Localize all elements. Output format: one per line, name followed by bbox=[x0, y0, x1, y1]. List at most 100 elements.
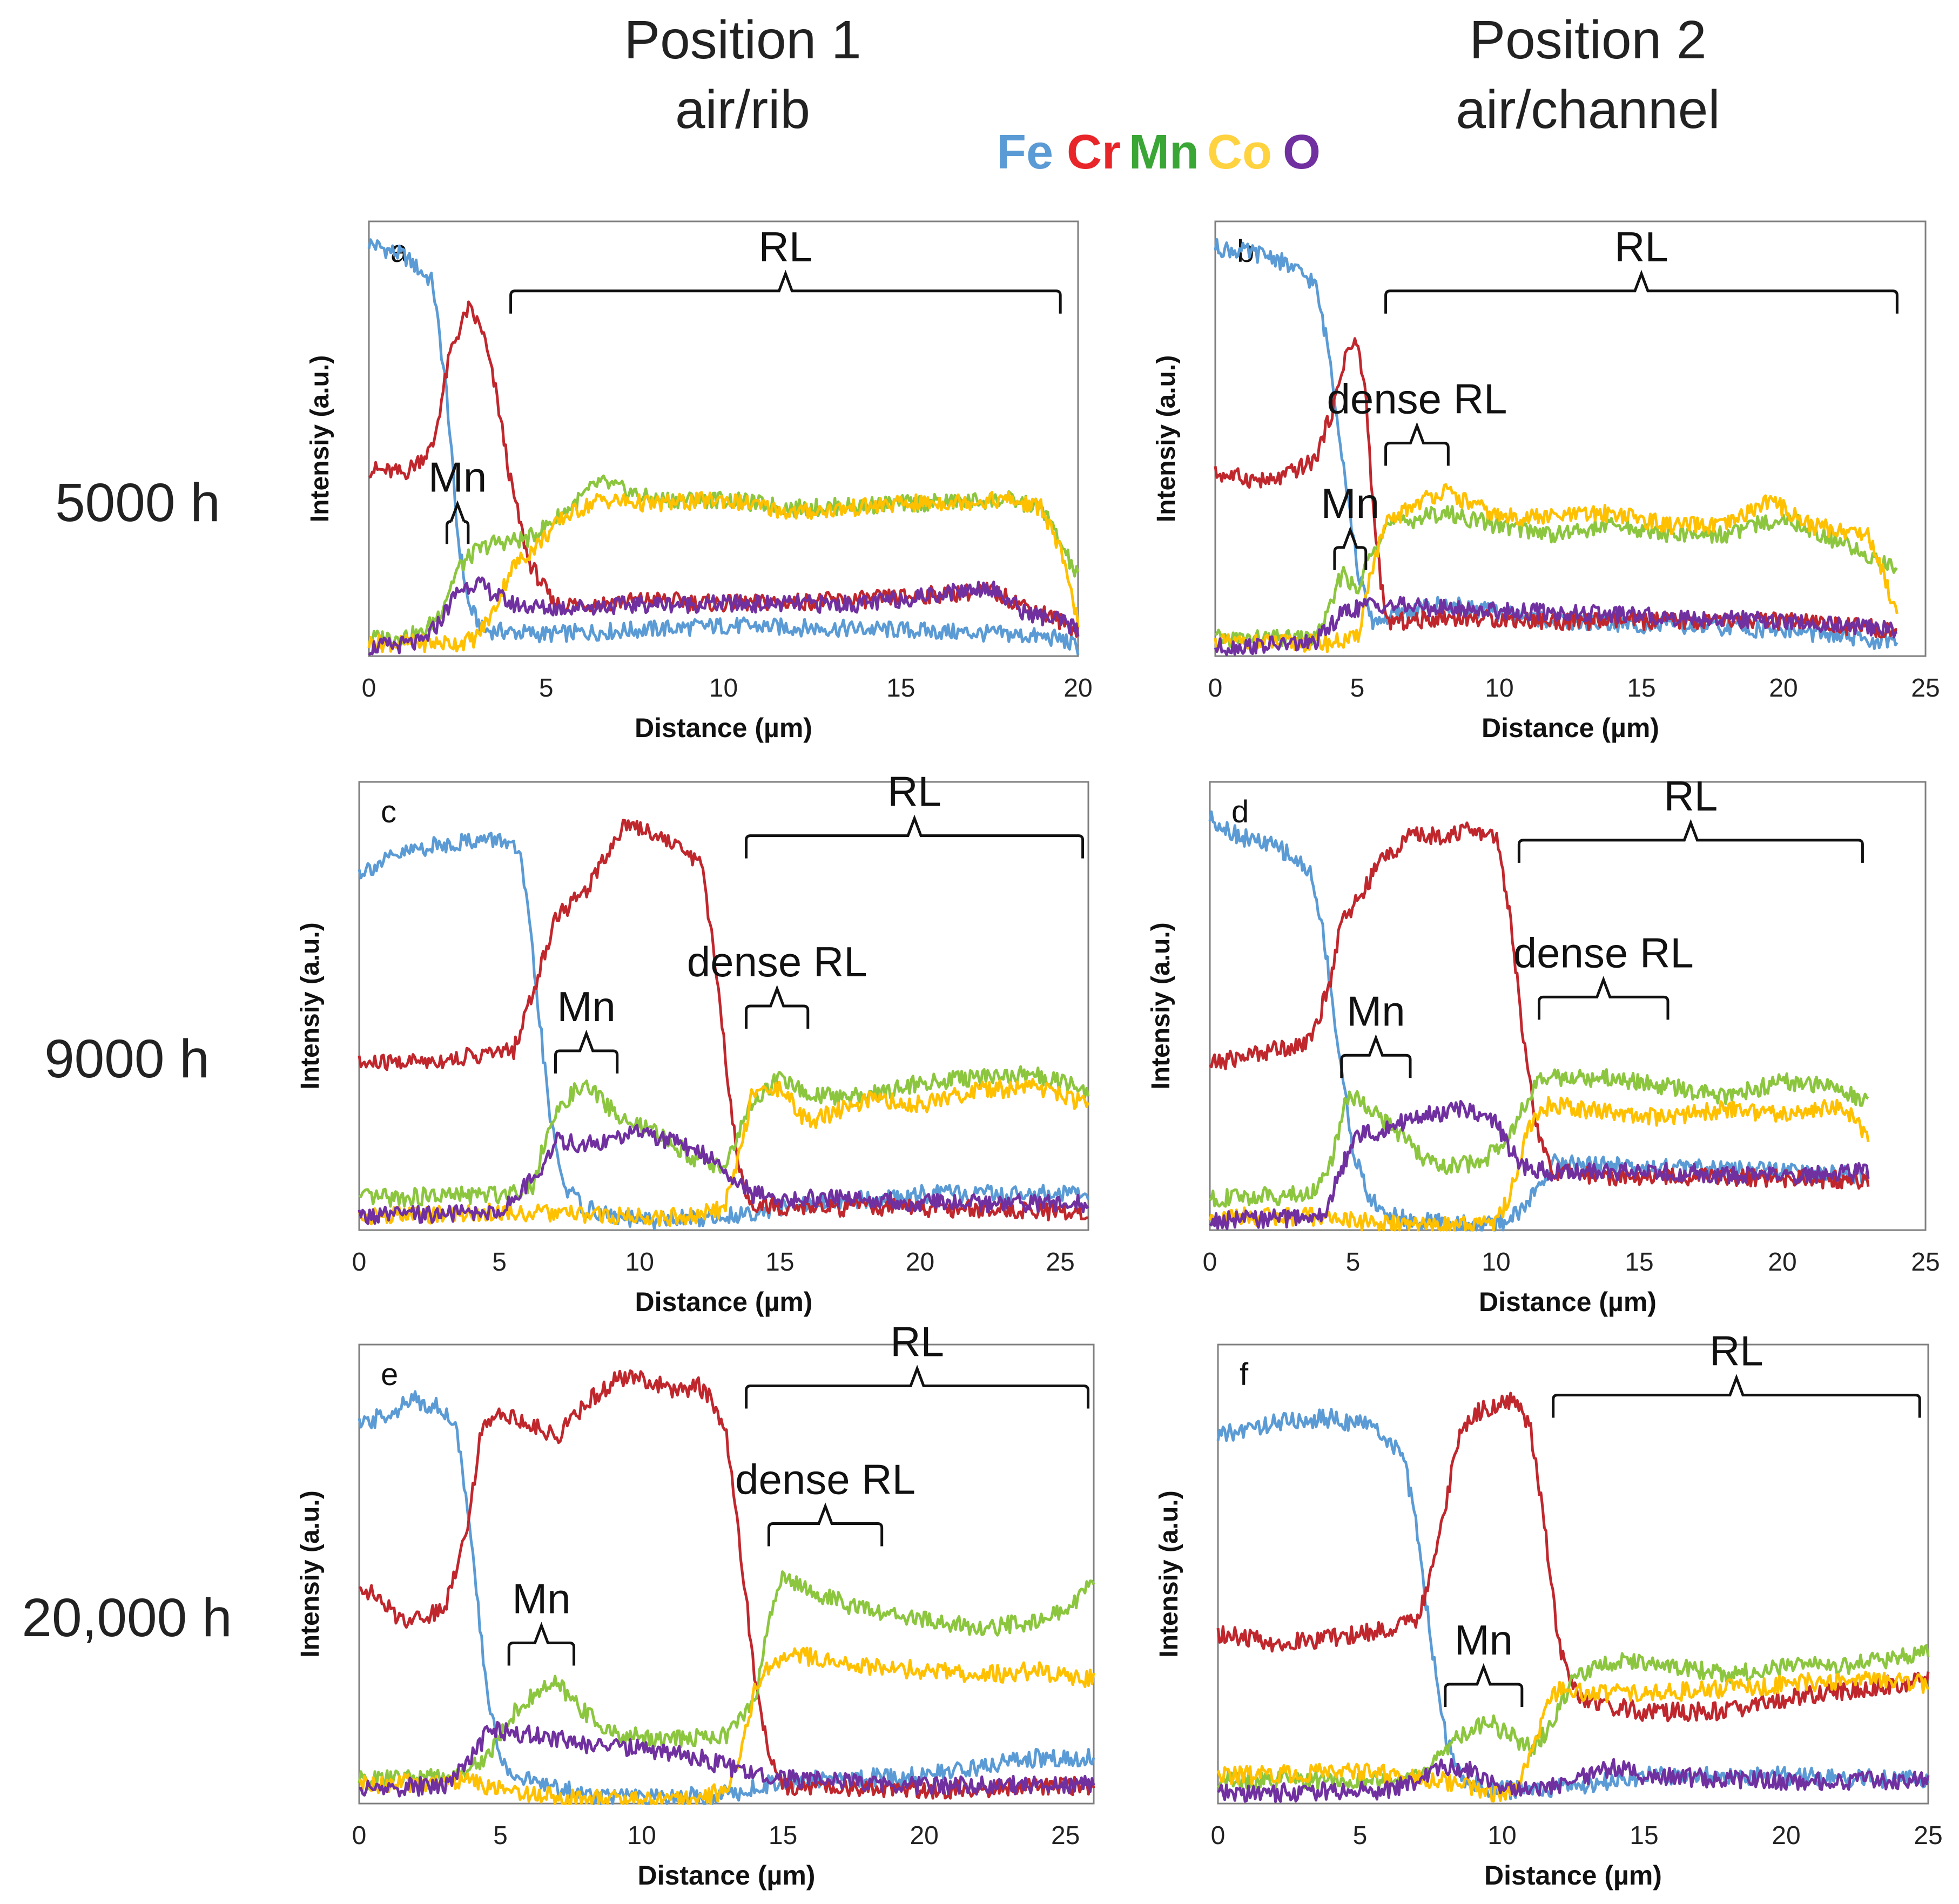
annotation-brace bbox=[445, 500, 470, 544]
annotation-label: RL bbox=[759, 223, 813, 271]
annotation-brace bbox=[1384, 269, 1899, 314]
series-line-cr bbox=[1216, 1392, 1930, 1723]
x-tick-label: 5 bbox=[493, 1821, 508, 1850]
series-line-cr bbox=[368, 300, 1080, 638]
annotation-label: dense RL bbox=[1327, 375, 1507, 423]
x-tick-label: 5 bbox=[539, 674, 554, 703]
annotation-label: Mn bbox=[512, 1575, 570, 1623]
x-tick-label: 0 bbox=[352, 1821, 367, 1850]
series-line-o bbox=[1217, 1758, 1930, 1803]
annotation-label: Mn bbox=[1347, 987, 1405, 1035]
annotation-label: RL bbox=[890, 1318, 944, 1366]
annotation-brace bbox=[745, 1365, 1090, 1409]
annotation-label: RL bbox=[1709, 1327, 1763, 1375]
x-tick-label: 15 bbox=[1630, 1821, 1658, 1850]
plot-frame bbox=[358, 781, 1089, 1231]
x-tick-label: 20 bbox=[910, 1821, 938, 1850]
x-tick-label: 15 bbox=[769, 1821, 797, 1850]
annotation-label: dense RL bbox=[687, 938, 867, 985]
series-line-o bbox=[1214, 596, 1898, 656]
annotation-label: dense RL bbox=[735, 1456, 915, 1503]
x-tick-label: 15 bbox=[886, 674, 915, 703]
x-axis-title: Distance (µm) bbox=[638, 1860, 816, 1891]
panel-letter: f bbox=[1240, 1357, 1249, 1392]
x-tick-label: 20 bbox=[906, 1248, 934, 1277]
annotation-brace bbox=[1444, 1663, 1524, 1707]
column-header-1-line2: air/rib bbox=[675, 79, 810, 140]
panel-letter: d bbox=[1231, 794, 1249, 829]
x-tick-label: 15 bbox=[1625, 1248, 1653, 1277]
series-line-co bbox=[1216, 1670, 1930, 1802]
annotation-brace bbox=[767, 1502, 884, 1547]
x-tick-label: 15 bbox=[1627, 674, 1655, 703]
series-line-co bbox=[1208, 1096, 1870, 1232]
series-line-fe bbox=[367, 238, 1080, 656]
x-axis-title: Distance (µm) bbox=[1484, 1860, 1662, 1891]
annotation-brace bbox=[1333, 526, 1368, 570]
annotation-brace bbox=[1517, 819, 1864, 863]
column-header-2-line2: air/channel bbox=[1456, 79, 1720, 140]
panel-e: e RL dense RL Mn 0 5 10 15 20 25 Distance (µm) Inte… bbox=[296, 1318, 1095, 1891]
x-tick-label: 25 bbox=[1051, 1821, 1080, 1850]
series-line-o bbox=[1209, 1100, 1870, 1231]
y-axis-title: Intensiy (a.u.) bbox=[1155, 1490, 1183, 1657]
series-line-o bbox=[368, 576, 1080, 656]
x-tick-label: 20 bbox=[1772, 1821, 1800, 1850]
annotation-label: Mn bbox=[557, 983, 615, 1030]
y-axis-title: Intensiy (a.u.) bbox=[296, 922, 325, 1089]
column-header-2-line1: Position 2 bbox=[1469, 10, 1706, 70]
element-legend: Fe Cr Mn Co O bbox=[997, 125, 1321, 179]
x-tick-label: 0 bbox=[362, 674, 376, 703]
series-line-fe bbox=[358, 832, 1090, 1231]
series-line-fe bbox=[1214, 238, 1899, 650]
plot-frame bbox=[1217, 1343, 1929, 1805]
legend-cr: Cr bbox=[1067, 125, 1121, 179]
y-axis-title: Intensiy (a.u.) bbox=[1152, 355, 1181, 522]
plot-frame bbox=[368, 220, 1079, 657]
series-line-o bbox=[359, 1720, 1095, 1798]
annotation-brace bbox=[1384, 422, 1450, 466]
series-line-mn bbox=[1209, 1068, 1869, 1208]
x-tick-label: 10 bbox=[1482, 1248, 1510, 1277]
legend-mn: Mn bbox=[1129, 125, 1199, 179]
x-tick-label: 10 bbox=[627, 1821, 656, 1850]
panel-d: d RL dense RL Mn 0 5 10 15 20 25 Distance (µm) Inte… bbox=[1147, 772, 1940, 1317]
panel-c: c RL dense RL Mn 0 5 10 15 20 25 Distance (µm) Inte… bbox=[296, 768, 1090, 1317]
x-tick-label: 25 bbox=[1911, 1248, 1940, 1277]
annotation-brace bbox=[1552, 1374, 1921, 1418]
x-axis-title: Distance (µm) bbox=[635, 713, 812, 743]
row-label-5000h: 5000 h bbox=[55, 472, 220, 533]
series-line-mn bbox=[1214, 505, 1898, 649]
series-line-mn bbox=[358, 1065, 1090, 1208]
x-tick-label: 0 bbox=[1203, 1248, 1217, 1277]
x-tick-label: 10 bbox=[1487, 1821, 1516, 1850]
series-line-cr bbox=[358, 1369, 1095, 1800]
series-line-cr bbox=[1214, 337, 1897, 639]
annotation-label: Mn bbox=[1455, 1616, 1513, 1664]
x-axis-title: Distance (µm) bbox=[1482, 713, 1659, 743]
annotation-label: RL bbox=[1614, 223, 1668, 271]
annotation-brace bbox=[1538, 976, 1669, 1020]
x-tick-label: 10 bbox=[709, 674, 738, 703]
x-tick-label: 0 bbox=[352, 1248, 367, 1277]
series-line-co bbox=[1214, 483, 1899, 653]
plot-frame bbox=[1209, 781, 1927, 1231]
series-line-o bbox=[358, 1124, 1089, 1225]
x-tick-label: 10 bbox=[625, 1248, 654, 1277]
annotation-label: Mn bbox=[1321, 480, 1379, 527]
x-axis-title: Distance (µm) bbox=[635, 1287, 813, 1317]
x-tick-label: 15 bbox=[765, 1248, 794, 1277]
x-tick-label: 20 bbox=[1769, 674, 1798, 703]
x-tick-label: 0 bbox=[1211, 1821, 1226, 1850]
y-axis-title: Intensiy (a.u.) bbox=[306, 355, 334, 522]
series-line-cr bbox=[358, 819, 1089, 1221]
series-line-fe bbox=[1216, 1408, 1930, 1800]
x-tick-label: 20 bbox=[1768, 1248, 1796, 1277]
series-line-co bbox=[359, 1646, 1095, 1805]
series-line-co bbox=[367, 490, 1080, 653]
annotation-brace bbox=[745, 984, 810, 1029]
series-line-mn bbox=[358, 1570, 1095, 1791]
